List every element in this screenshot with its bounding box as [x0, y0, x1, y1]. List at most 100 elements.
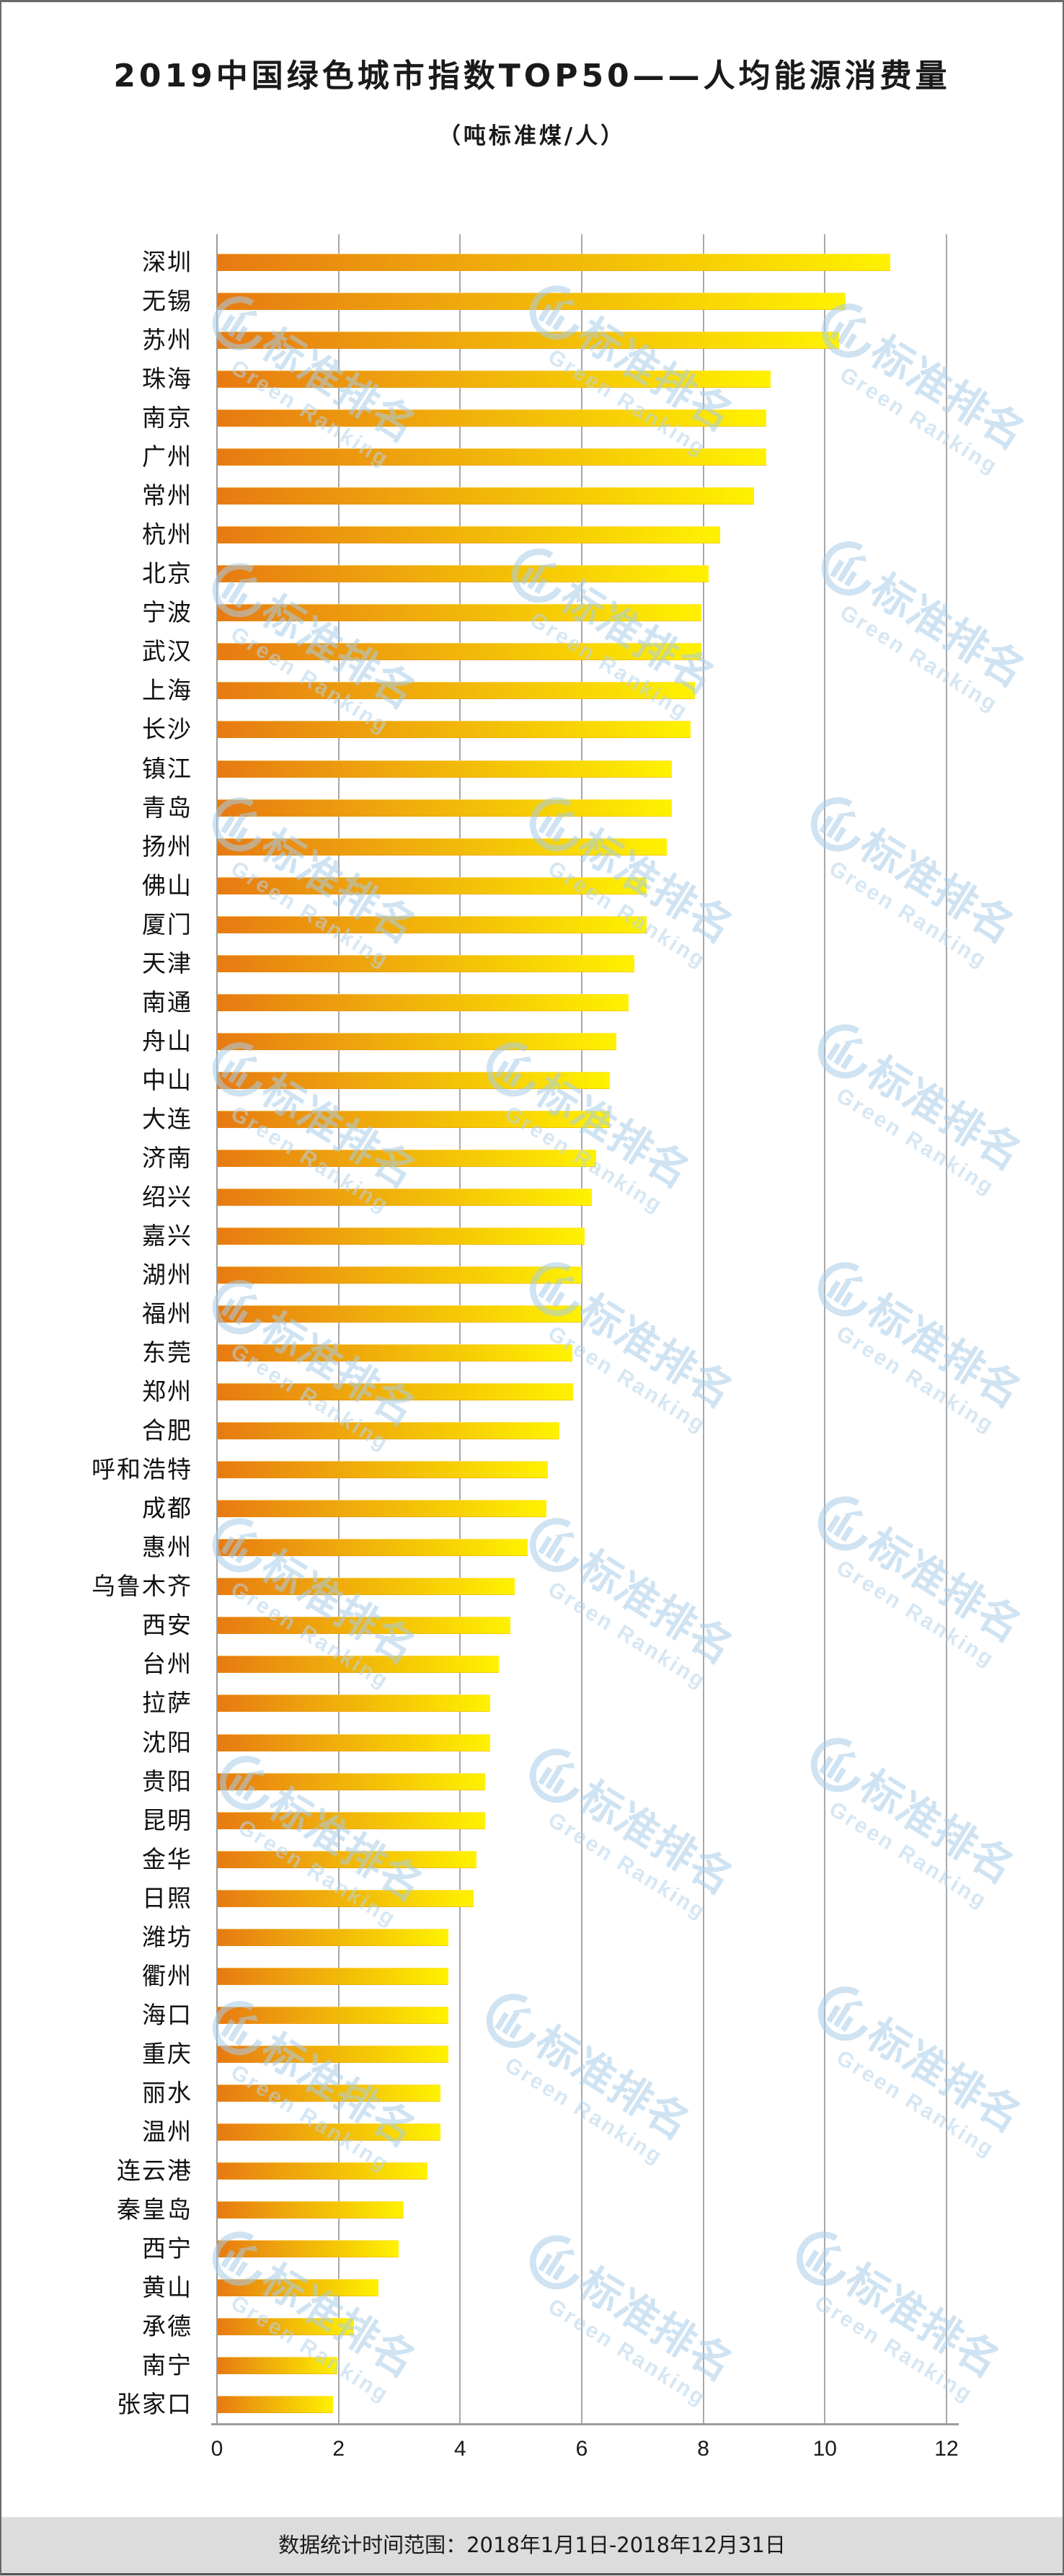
- watermark-en-text: Green Ranking: [825, 1797, 992, 1914]
- bar: [218, 1733, 490, 1751]
- bar: [218, 2318, 354, 2336]
- watermark-en-text: Green Ranking: [544, 345, 711, 461]
- watermark: 标准排名 Green Ranking: [779, 1013, 1031, 1219]
- bar: [218, 1188, 593, 1206]
- watermark-en-text: Green Ranking: [835, 600, 1003, 717]
- watermark-en-text: Green Ranking: [544, 1808, 711, 1924]
- category-label: 济南: [142, 1143, 192, 1172]
- gridline-10: [824, 234, 826, 2425]
- bar: [218, 2123, 440, 2141]
- category-label: 张家口: [117, 2390, 192, 2419]
- watermark-en-text: Green Ranking: [544, 2294, 711, 2411]
- category-label: 深圳: [142, 248, 192, 276]
- bar-chart-plot-area: 深圳 无锡 苏州 珠海 南京 广州 常州 杭州 北京 宁波 武汉 上海 长沙 镇江 青岛 扬州 佛山 厦门 天津 南通…: [92, 234, 1034, 2461]
- chart-subtitle-unit: （吨标准煤/人）: [438, 123, 626, 149]
- bar: [218, 2396, 334, 2414]
- category-label: 佛山: [142, 871, 192, 900]
- bar: [218, 1032, 617, 1050]
- bar: [218, 1305, 582, 1323]
- x-tick-label: 4: [453, 2437, 466, 2461]
- category-label: 昆明: [142, 1806, 192, 1834]
- watermark-en-text: Green Ranking: [832, 1321, 999, 1438]
- x-tick-label: 2: [332, 2437, 345, 2461]
- watermark: 标准排名 Green Ranking: [783, 292, 1034, 498]
- green-ranking-logo-icon: [807, 1251, 884, 1328]
- watermark-en-text: Green Ranking: [825, 856, 992, 973]
- bar: [218, 409, 766, 427]
- watermark: 标准排名 Green Ranking: [779, 1485, 1031, 1691]
- x-tick-label: 0: [210, 2437, 223, 2461]
- category-label: 拉萨: [142, 1689, 192, 1718]
- watermark-en-text: Green Ranking: [526, 608, 693, 724]
- category-label: 广州: [142, 443, 192, 471]
- category-label: 沈阳: [142, 1728, 192, 1756]
- bar: [218, 526, 721, 544]
- bar: [218, 2357, 338, 2375]
- bar: [218, 1889, 474, 1907]
- category-label: 呼和浩特: [92, 1455, 192, 1484]
- category-label: 北京: [142, 559, 192, 588]
- category-label: 郑州: [142, 1377, 192, 1406]
- green-ranking-logo-icon: [807, 1485, 884, 1562]
- x-tick-label: 8: [697, 2437, 709, 2461]
- category-label: 西安: [142, 1611, 192, 1640]
- category-label: 苏州: [142, 326, 192, 355]
- bar: [218, 1149, 596, 1167]
- bar: [218, 1967, 449, 1985]
- category-label: 无锡: [142, 287, 192, 316]
- bar: [218, 565, 709, 583]
- x-tick-label: 6: [575, 2437, 588, 2461]
- category-label: 福州: [142, 1300, 192, 1328]
- bar: [218, 448, 766, 466]
- category-label: 丽水: [142, 2078, 192, 2107]
- watermark-cn-text: 标准排名: [526, 2016, 700, 2150]
- bar: [218, 954, 634, 972]
- bar: [218, 293, 846, 311]
- footer-band: 数据统计时间范围：2018年1月1日-2018年12月31日: [0, 2517, 1064, 2576]
- watermark-en-text: Green Ranking: [226, 2060, 394, 2177]
- category-label: 舟山: [142, 1026, 192, 1055]
- bar: [218, 1266, 582, 1284]
- watermark: 标准排名 Green Ranking: [758, 2220, 1009, 2426]
- green-ranking-logo-icon: [518, 2224, 595, 2301]
- bar: [218, 2279, 379, 2297]
- bar: [218, 1617, 511, 1635]
- watermark-en-text: Green Ranking: [832, 1083, 999, 1200]
- watermark: 标准排名 Green Ranking: [174, 1269, 425, 1475]
- category-label: 秦皇岛: [117, 2195, 192, 2224]
- bar: [218, 1772, 486, 1790]
- gridline-8: [702, 234, 704, 2425]
- bar: [218, 370, 771, 388]
- green-ranking-logo-icon: [810, 530, 887, 607]
- watermark-en-text: Green Ranking: [234, 1815, 401, 1932]
- watermark: 标准排名 Green Ranking: [772, 1726, 1024, 1932]
- watermark-en-text: Green Ranking: [500, 2053, 668, 2169]
- watermark-cn-text: 标准排名: [836, 2254, 1010, 2388]
- green-ranking-logo-icon: [807, 1975, 884, 2052]
- bar: [218, 799, 672, 817]
- bar: [218, 2006, 449, 2024]
- x-tick-label: 12: [934, 2437, 959, 2461]
- watermark: 标准排名 Green Ranking: [448, 1982, 699, 2188]
- watermark: 标准排名 Green Ranking: [491, 2224, 742, 2430]
- category-label: 成都: [142, 1494, 192, 1523]
- watermark-cn-text: 标准排名: [858, 2009, 1032, 2143]
- green-ranking-logo-icon: [518, 1737, 595, 1814]
- watermark-en-text: Green Ranking: [544, 1577, 711, 1694]
- bar: [218, 838, 668, 856]
- bar: [218, 1422, 559, 1440]
- watermark: 标准排名 Green Ranking: [174, 1506, 425, 1713]
- bar: [218, 2240, 399, 2258]
- category-label: 镇江: [142, 754, 192, 783]
- bar: [218, 2084, 440, 2102]
- bar: [218, 1928, 449, 1946]
- category-label: 东莞: [142, 1338, 192, 1367]
- bar: [218, 1500, 547, 1518]
- bar: [218, 1071, 610, 1089]
- bar: [218, 2162, 427, 2180]
- category-label: 宁波: [142, 598, 192, 627]
- bar: [218, 1461, 548, 1479]
- bar: [218, 1578, 515, 1596]
- watermark-cn-text: 标准排名: [569, 1771, 743, 1905]
- watermark: 标准排名 Green Ranking: [779, 1975, 1031, 2181]
